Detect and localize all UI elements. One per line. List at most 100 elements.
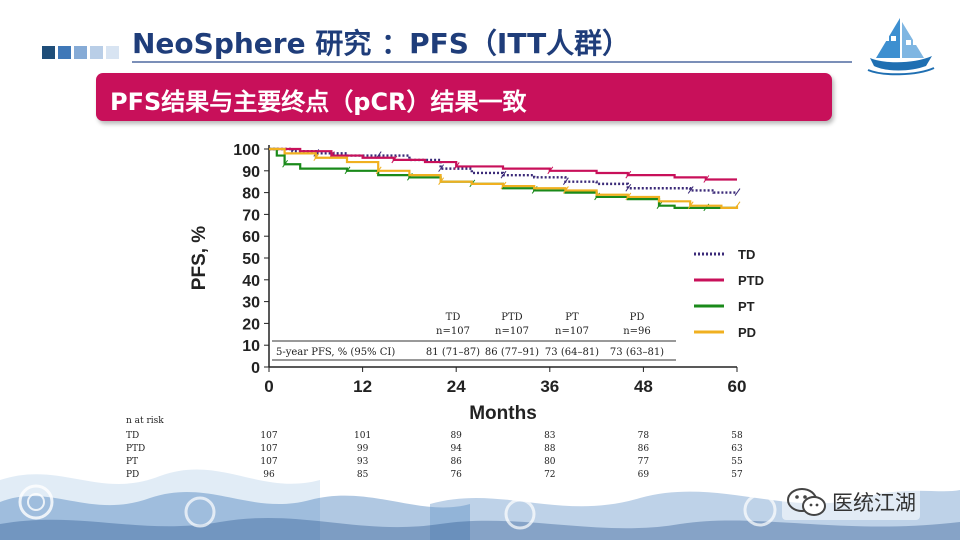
x-axis-label: Months <box>469 403 537 420</box>
y-axis-label: PFS, % <box>189 226 210 291</box>
watermark: 医统江湖 <box>782 484 920 520</box>
censor-mark <box>375 166 382 175</box>
title-underline <box>132 61 852 63</box>
title-decoration-squares <box>42 46 119 59</box>
y-tick-label: 0 <box>251 360 260 377</box>
table-cell-value: 86 (77–91) <box>485 347 539 358</box>
x-tick-label: 60 <box>728 377 747 396</box>
table-col-name: PD <box>630 312 645 323</box>
censor-mark <box>438 177 445 185</box>
at-risk-title: n at risk <box>126 416 164 426</box>
y-tick-label: 60 <box>242 229 260 246</box>
table-row-label: 5-year PFS, % (95% CI) <box>276 347 395 358</box>
censor-mark <box>562 177 569 185</box>
censor-mark <box>500 170 507 179</box>
y-tick-label: 50 <box>242 251 260 268</box>
censor-mark <box>687 201 694 209</box>
y-tick-label: 100 <box>233 142 260 159</box>
censor-mark <box>625 183 632 192</box>
title-square-4 <box>106 46 119 59</box>
banner-text: PFS结果与主要终点（pCR）结果一致 <box>110 88 527 116</box>
censor-mark <box>453 162 460 170</box>
censor-marks-ptd <box>328 151 710 183</box>
y-tick-label: 30 <box>242 295 260 312</box>
legend-label-td: TD <box>738 247 755 262</box>
censor-mark <box>391 155 398 164</box>
y-tick-label: 40 <box>242 273 260 290</box>
table-col-name: PTD <box>501 312 522 323</box>
censor-mark <box>734 188 741 196</box>
table-col-name: PT <box>565 312 579 323</box>
table-col-n: n=107 <box>555 326 589 337</box>
table-col-name: TD <box>446 312 461 323</box>
at-risk-count: 89 <box>450 431 462 441</box>
censor-mark <box>656 201 663 209</box>
wechat-icon <box>787 488 826 516</box>
at-risk-row-label: PTD <box>126 444 146 454</box>
censor-mark <box>703 175 710 183</box>
at-risk-count: 78 <box>637 431 650 441</box>
title-square-0 <box>42 46 55 59</box>
at-risk-count: 107 <box>260 457 278 467</box>
series-line-pd <box>269 147 739 209</box>
at-risk-count: 93 <box>356 457 369 467</box>
censor-mark <box>282 159 289 168</box>
watermark-text: 医统江湖 <box>832 491 916 515</box>
at-risk-count: 88 <box>544 444 556 454</box>
title-square-3 <box>90 46 103 59</box>
y-tick-label: 70 <box>242 207 260 224</box>
censor-mark <box>687 186 694 194</box>
censor-mark <box>625 170 632 179</box>
table-col-n: n=96 <box>623 326 651 337</box>
at-risk-row-label: PD <box>126 470 140 480</box>
table-col-n: n=107 <box>436 326 470 337</box>
y-tick-label: 80 <box>242 186 260 203</box>
at-risk-count: 77 <box>637 457 650 467</box>
at-risk-count: 63 <box>731 444 743 454</box>
censor-marks-pd <box>313 153 741 209</box>
legend-label-pt: PT <box>738 299 755 314</box>
at-risk-count: 80 <box>544 457 556 467</box>
at-risk-count: 57 <box>731 470 743 480</box>
censor-mark <box>344 166 351 175</box>
at-risk-count: 86 <box>637 444 650 454</box>
kaplan-meier-pfs-chart: 0 10 20 30 40 50 60 70 80 90 100 0 12 24 36 48 60 Months P… <box>189 142 764 420</box>
at-risk-count: 55 <box>731 457 743 467</box>
at-risk-count: 101 <box>354 431 372 441</box>
at-risk-count: 83 <box>544 431 556 441</box>
censor-mark <box>562 186 569 194</box>
at-risk-count: 96 <box>263 470 275 480</box>
legend-label-pd: PD <box>738 325 756 340</box>
table-cell-value: 73 (63–81) <box>610 347 664 358</box>
title-square-1 <box>58 46 71 59</box>
key-message-banner: PFS结果与主要终点（pCR）结果一致 <box>96 73 832 121</box>
title-square-2 <box>74 46 87 59</box>
table-col-n: n=107 <box>495 326 529 337</box>
wave-decoration <box>0 469 960 540</box>
table-cell-value: 81 (71–87) <box>426 347 480 358</box>
at-risk-count: 94 <box>450 444 462 454</box>
censor-mark <box>500 181 507 190</box>
y-tick-label: 20 <box>242 316 260 333</box>
y-tick-label: 90 <box>242 164 260 181</box>
x-tick-label: 36 <box>540 377 559 396</box>
x-tick-label: 0 <box>264 377 273 396</box>
x-tick-label: 12 <box>353 377 372 396</box>
at-risk-row-label: TD <box>126 431 140 441</box>
y-tick-label: 10 <box>242 338 260 355</box>
series-line-td <box>269 147 737 194</box>
x-tick-label: 48 <box>634 377 653 396</box>
at-risk-count: 86 <box>450 457 462 467</box>
at-risk-count: 58 <box>731 431 743 441</box>
at-risk-count: 72 <box>544 470 556 480</box>
at-risk-count: 69 <box>637 470 650 480</box>
slide-title: NeoSphere 研究 ：PFS（ITT人群） <box>132 27 631 60</box>
at-risk-row-label: PT <box>126 457 139 467</box>
series-line-ptd <box>269 147 737 181</box>
x-tick-label: 24 <box>447 377 466 396</box>
table-cell-value: 73 (64–81) <box>545 347 599 358</box>
censor-mark <box>547 166 554 175</box>
censor-mark <box>625 192 632 201</box>
at-risk-count: 107 <box>260 444 278 454</box>
at-risk-count: 99 <box>356 444 369 454</box>
